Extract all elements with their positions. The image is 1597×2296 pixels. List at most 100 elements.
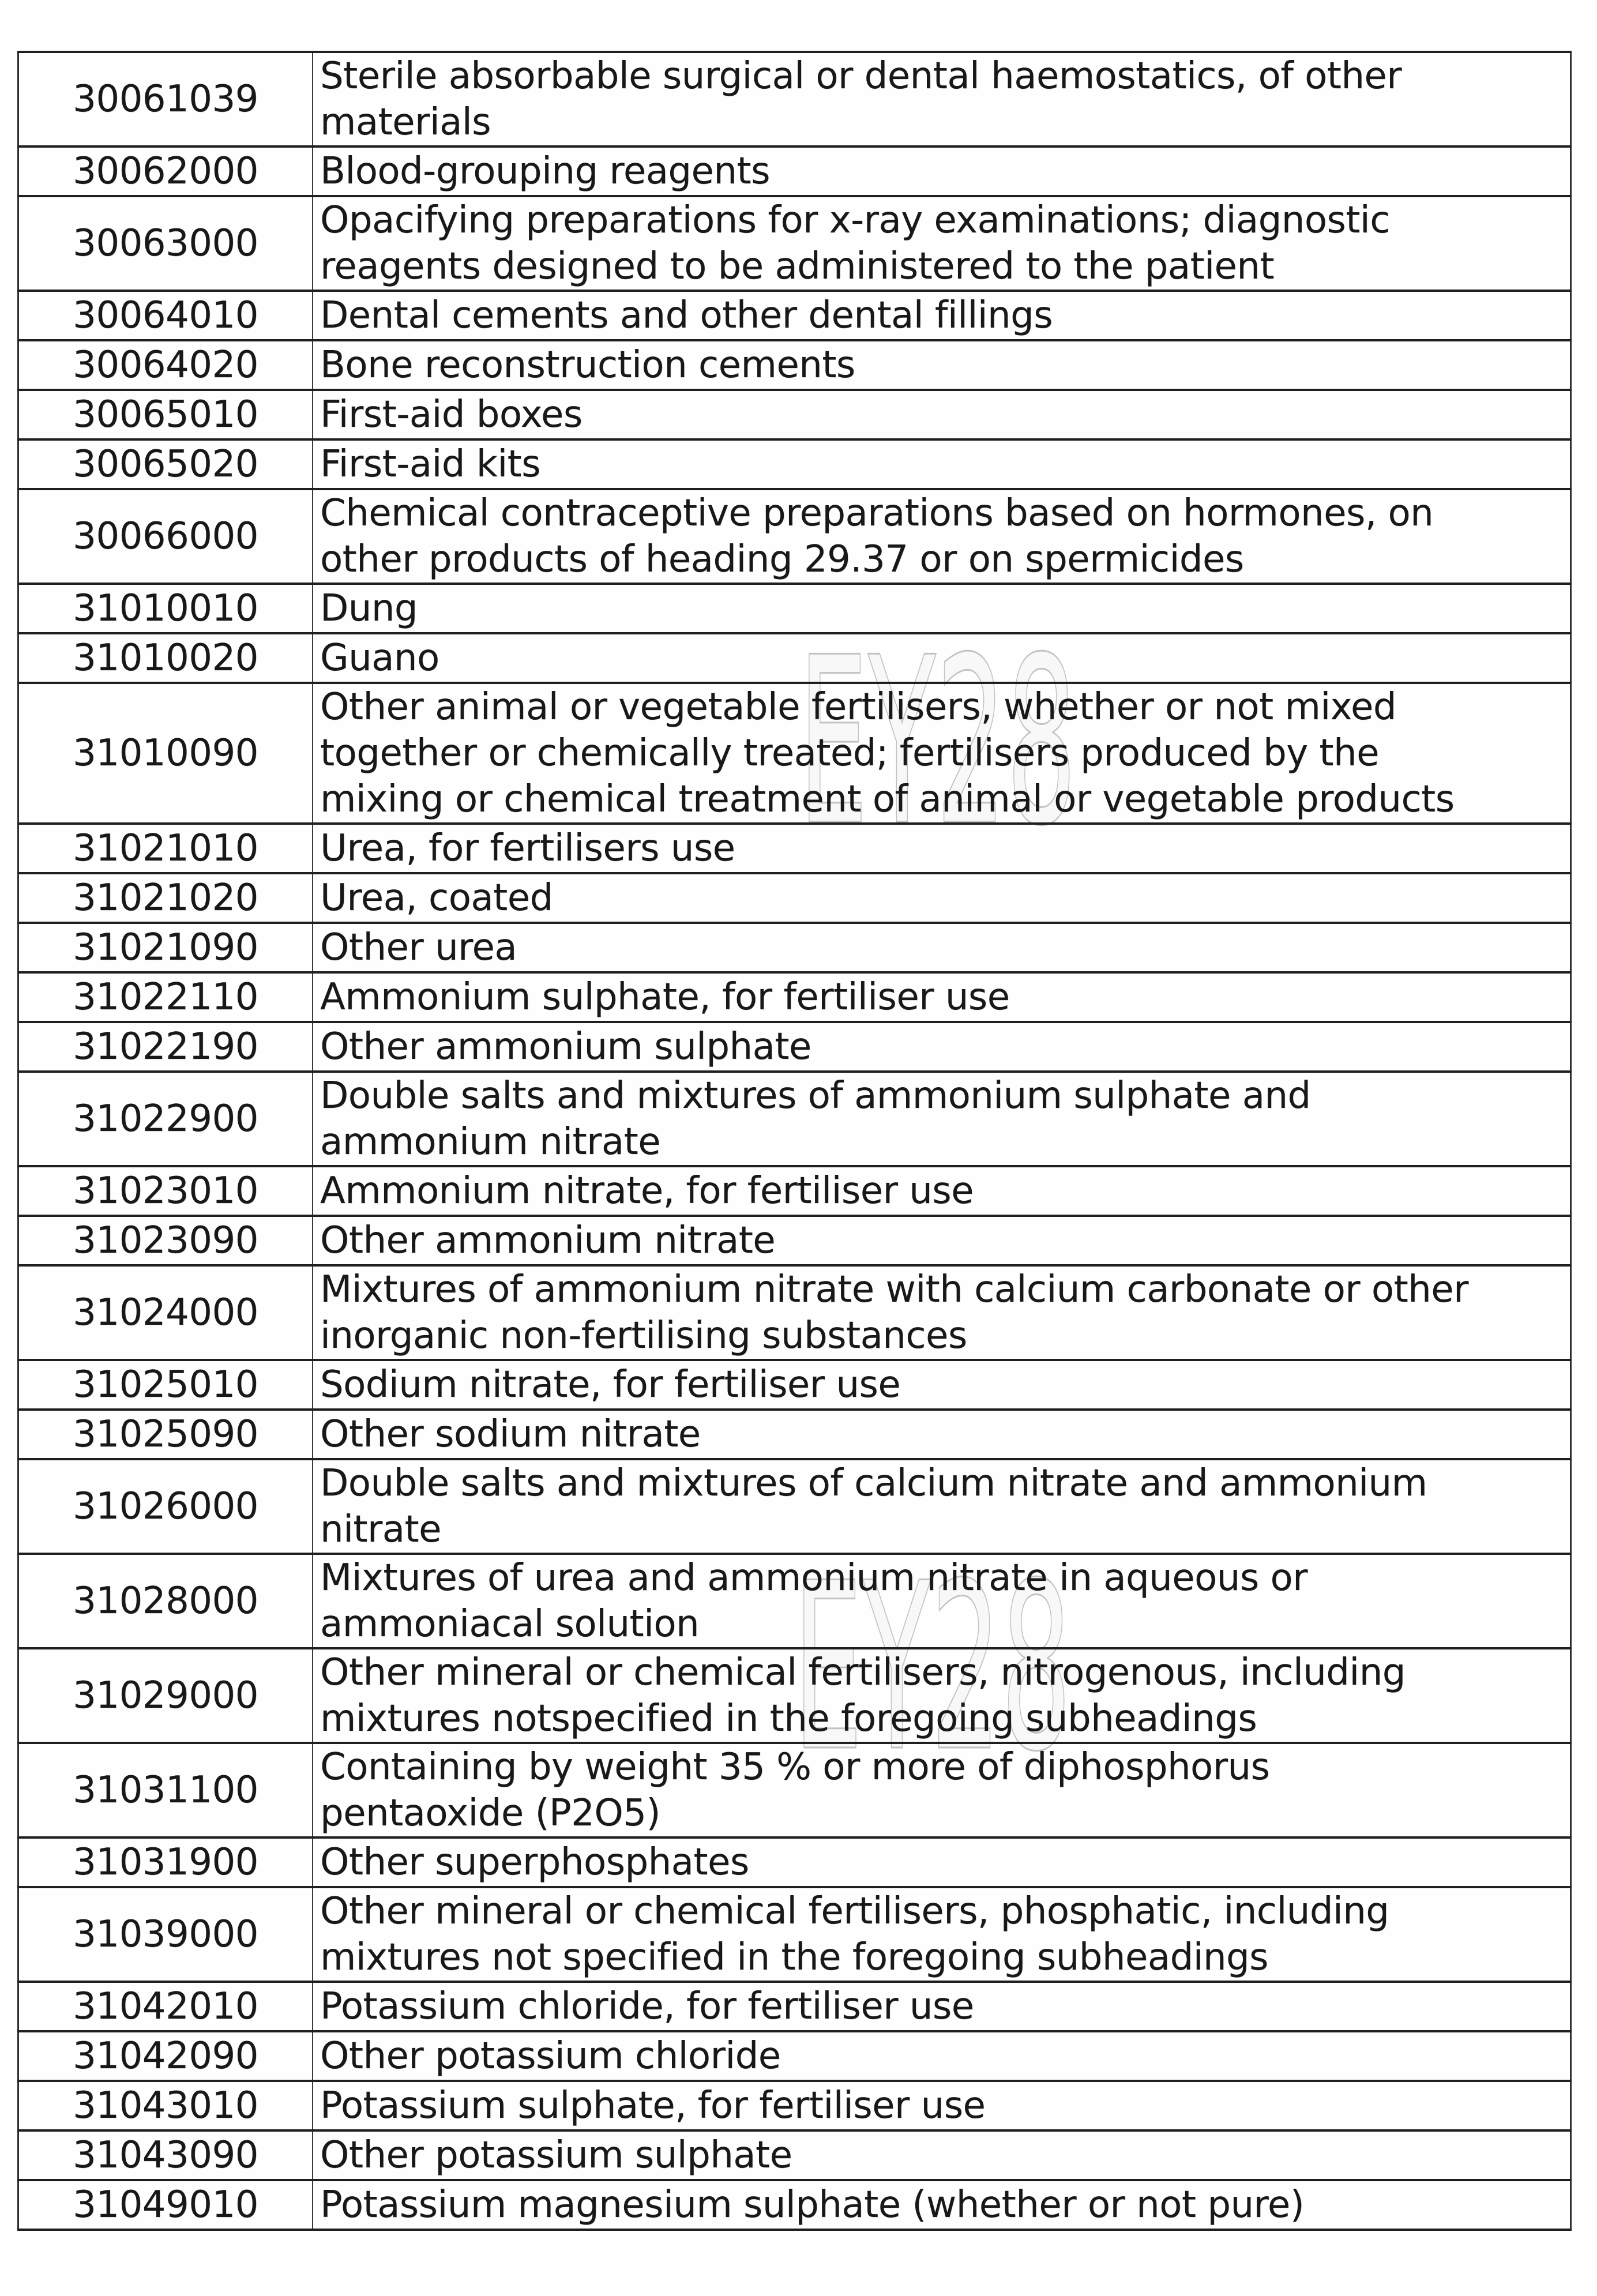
- table-row: 30061039 Sterile absorbable surgical or d…: [18, 51, 1571, 148]
- table-row: 31043010 Potassium sulphate, for fertilis…: [18, 2080, 1571, 2132]
- code-cell: 31010020: [18, 632, 313, 684]
- description-cell: First-aid kits: [313, 438, 1571, 490]
- table-row: 31023090 Other ammonium nitrate: [18, 1215, 1571, 1267]
- tariff-code-table: 30061039 Sterile absorbable surgical or d…: [17, 51, 1572, 2231]
- table-row: 31021010 Urea, for fertilisers use: [18, 822, 1571, 874]
- table-row: 31031100 Containing by weight 35 % or mor…: [18, 1742, 1571, 1839]
- description-cell: Other ammonium sulphate: [313, 1021, 1571, 1073]
- code-cell: 31043090: [18, 2129, 313, 2181]
- description-cell: Mixtures of ammonium nitrate with calciu…: [313, 1264, 1571, 1361]
- table-row: 31043090 Other potassium sulphate: [18, 2129, 1571, 2181]
- table-row: 30062000 Blood-grouping reagents: [18, 145, 1571, 197]
- code-cell: 31024000: [18, 1264, 313, 1361]
- code-cell: 31021020: [18, 872, 313, 924]
- table-row: 30063000 Opacifying preparations for x-ra…: [18, 195, 1571, 292]
- table-row: 31039000 Other mineral or chemical fertil…: [18, 1886, 1571, 1983]
- table-row: 31010090 Other animal or vegetable fertil…: [18, 682, 1571, 825]
- description-cell: Dung: [313, 583, 1571, 634]
- table-row: 31031900 Other superphosphates: [18, 1836, 1571, 1888]
- description-cell: Sterile absorbable surgical or dental ha…: [313, 51, 1571, 148]
- description-cell: Potassium sulphate, for fertiliser use: [313, 2080, 1571, 2132]
- code-cell: 31039000: [18, 1886, 313, 1983]
- description-cell: Other mineral or chemical fertilisers, p…: [313, 1886, 1571, 1983]
- table-row: 31025010 Sodium nitrate, for fertiliser u…: [18, 1359, 1571, 1411]
- code-cell: 31010090: [18, 682, 313, 825]
- table-row: 31022900 Double salts and mixtures of amm…: [18, 1070, 1571, 1167]
- code-cell: 31031900: [18, 1836, 313, 1888]
- code-cell: 31049010: [18, 2179, 313, 2231]
- description-cell: Other potassium sulphate: [313, 2129, 1571, 2181]
- description-cell: Opacifying preparations for x-ray examin…: [313, 195, 1571, 292]
- code-cell: 30064010: [18, 290, 313, 341]
- description-cell: Urea, coated: [313, 872, 1571, 924]
- table-row: 31021090 Other urea: [18, 922, 1571, 974]
- description-cell: Ammonium nitrate, for fertiliser use: [313, 1165, 1571, 1217]
- table-row: 31049010 Potassium magnesium sulphate (wh…: [18, 2179, 1571, 2231]
- description-cell: Other ammonium nitrate: [313, 1215, 1571, 1267]
- code-cell: 30065010: [18, 389, 313, 441]
- table-row: 31028000 Mixtures of urea and ammonium ni…: [18, 1553, 1571, 1649]
- table-row: 31026000 Double salts and mixtures of cal…: [18, 1458, 1571, 1555]
- table-row: 30065020 First-aid kits: [18, 438, 1571, 490]
- description-cell: Other superphosphates: [313, 1836, 1571, 1888]
- description-cell: Containing by weight 35 % or more of dip…: [313, 1742, 1571, 1839]
- description-cell: First-aid boxes: [313, 389, 1571, 441]
- description-cell: Ammonium sulphate, for fertiliser use: [313, 971, 1571, 1023]
- code-cell: 31029000: [18, 1647, 313, 1744]
- code-cell: 30062000: [18, 145, 313, 197]
- description-cell: Mixtures of urea and ammonium nitrate in…: [313, 1553, 1571, 1649]
- code-cell: 30064020: [18, 339, 313, 391]
- table-row: 31010020 Guano: [18, 632, 1571, 684]
- code-cell: 31022110: [18, 971, 313, 1023]
- table-row: 31023010 Ammonium nitrate, for fertiliser…: [18, 1165, 1571, 1217]
- description-cell: Potassium magnesium sulphate (whether or…: [313, 2179, 1571, 2231]
- code-cell: 31043010: [18, 2080, 313, 2132]
- code-cell: 31021010: [18, 822, 313, 874]
- description-cell: Other mineral or chemical fertilisers, n…: [313, 1647, 1571, 1744]
- table-row: 30064010 Dental cements and other dental …: [18, 290, 1571, 341]
- code-cell: 30065020: [18, 438, 313, 490]
- table-row: 30065010 First-aid boxes: [18, 389, 1571, 441]
- code-cell: 31023010: [18, 1165, 313, 1217]
- description-cell: Other sodium nitrate: [313, 1408, 1571, 1460]
- description-cell: Urea, for fertilisers use: [313, 822, 1571, 874]
- code-cell: 30061039: [18, 51, 313, 148]
- description-cell: Other animal or vegetable fertilisers, w…: [313, 682, 1571, 825]
- table-row: 31042010 Potassium chloride, for fertilis…: [18, 1981, 1571, 2032]
- description-cell: Double salts and mixtures of ammonium su…: [313, 1070, 1571, 1167]
- tariff-code-table-body: 30061039 Sterile absorbable surgical or d…: [18, 51, 1571, 2231]
- code-cell: 31028000: [18, 1553, 313, 1649]
- description-cell: Sodium nitrate, for fertiliser use: [313, 1359, 1571, 1411]
- table-row: 31022110 Ammonium sulphate, for fertilise…: [18, 971, 1571, 1023]
- table-row: 31022190 Other ammonium sulphate: [18, 1021, 1571, 1073]
- description-cell: Chemical contraceptive preparations base…: [313, 488, 1571, 585]
- table-row: 31010010 Dung: [18, 583, 1571, 634]
- code-cell: 31042090: [18, 2030, 313, 2082]
- code-cell: 31025090: [18, 1408, 313, 1460]
- code-cell: 31022190: [18, 1021, 313, 1073]
- code-cell: 31042010: [18, 1981, 313, 2032]
- table-row: 31024000 Mixtures of ammonium nitrate wit…: [18, 1264, 1571, 1361]
- code-cell: 31025010: [18, 1359, 313, 1411]
- code-cell: 31022900: [18, 1070, 313, 1167]
- code-cell: 31010010: [18, 583, 313, 634]
- description-cell: Guano: [313, 632, 1571, 684]
- code-cell: 30063000: [18, 195, 313, 292]
- code-cell: 30066000: [18, 488, 313, 585]
- code-cell: 31026000: [18, 1458, 313, 1555]
- description-cell: Potassium chloride, for fertiliser use: [313, 1981, 1571, 2032]
- description-cell: Blood-grouping reagents: [313, 145, 1571, 197]
- code-cell: 31023090: [18, 1215, 313, 1267]
- table-row: 30064020 Bone reconstruction cements: [18, 339, 1571, 391]
- code-cell: 31021090: [18, 922, 313, 974]
- table-row: 31029000 Other mineral or chemical fertil…: [18, 1647, 1571, 1744]
- code-cell: 31031100: [18, 1742, 313, 1839]
- description-cell: Other potassium chloride: [313, 2030, 1571, 2082]
- description-cell: Double salts and mixtures of calcium nit…: [313, 1458, 1571, 1555]
- table-row: 31021020 Urea, coated: [18, 872, 1571, 924]
- description-cell: Other urea: [313, 922, 1571, 974]
- description-cell: Dental cements and other dental fillings: [313, 290, 1571, 341]
- table-row: 31025090 Other sodium nitrate: [18, 1408, 1571, 1460]
- table-row: 31042090 Other potassium chloride: [18, 2030, 1571, 2082]
